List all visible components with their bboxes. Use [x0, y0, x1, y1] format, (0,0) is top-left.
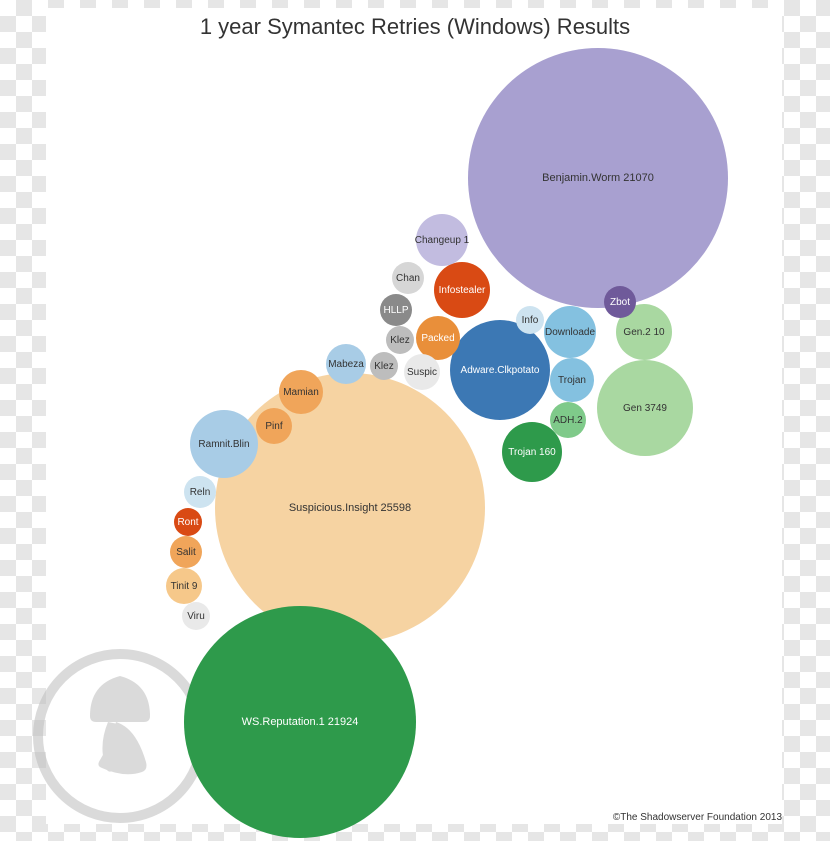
bubble-label: Downloade [545, 327, 595, 338]
bubble-label: Viru [187, 611, 205, 622]
bubble-ramnit-blin: Ramnit.Blin [190, 410, 258, 478]
bubble-zbot: Zbot [604, 286, 636, 318]
bubble-gen-3749: Gen 3749 [597, 360, 693, 456]
bubble-adware-clkpotato: Adware.Clkpotato [450, 320, 550, 420]
bubble-infostealer: Infostealer [434, 262, 490, 318]
bubble-mabeza: Mabeza [326, 344, 366, 384]
bubble-viru: Viru [182, 602, 210, 630]
chart-canvas: 1 year Symantec Retries (Windows) Result… [0, 0, 830, 841]
bubble-mamian: Mamian [279, 370, 323, 414]
bubble-changeup-1: Changeup 1 [416, 214, 468, 266]
watermark-logo [30, 646, 210, 826]
bubble-label: Gen 3749 [623, 403, 667, 414]
bubble-label: Packed [421, 333, 454, 344]
bubble-label: Zbot [610, 297, 630, 308]
bubble-label: Klez [374, 361, 393, 372]
bubble-label: Trojan 160 [508, 447, 555, 458]
bubble-label: Mamian [283, 387, 319, 398]
bubble-label: Suspic [407, 367, 437, 378]
bubble-label: Reln [190, 487, 211, 498]
bubble-label: Trojan [558, 375, 586, 386]
bubble-label: Ront [177, 517, 198, 528]
bubble-suspic: Suspic [404, 354, 440, 390]
bubble-chan: Chan [392, 262, 424, 294]
bubble-label: Tinit 9 [171, 581, 198, 592]
bubble-ront: Ront [174, 508, 202, 536]
bubble-label: Mabeza [328, 359, 364, 370]
bubble-label: Gen.2 10 [623, 327, 664, 338]
bubble-label: WS.Reputation.1 21924 [242, 716, 359, 728]
bubble-salit: Salit [170, 536, 202, 568]
bubble-klez: Klez [386, 326, 414, 354]
bubble-label: Benjamin.Worm 21070 [542, 172, 654, 184]
bubble-label: Klez [390, 335, 409, 346]
bubble-label: Chan [396, 273, 420, 284]
bubble-pinf: Pinf [256, 408, 292, 444]
bubble-suspicious-insight-25598: Suspicious.Insight 25598 [215, 373, 485, 643]
bubble-ws-reputation-1-21924: WS.Reputation.1 21924 [184, 606, 416, 838]
bubble-label: Pinf [265, 421, 282, 432]
bubble-label: Info [522, 315, 539, 326]
bubble-benjamin-worm-21070: Benjamin.Worm 21070 [468, 48, 728, 308]
bubble-downloade: Downloade [544, 306, 596, 358]
bubble-label: Ramnit.Blin [198, 439, 249, 450]
bubble-label: Adware.Clkpotato [461, 365, 540, 376]
bubble-label: Infostealer [439, 285, 486, 296]
bubble-klez: Klez [370, 352, 398, 380]
bubble-label: ADH.2 [553, 415, 582, 426]
bubble-label: Changeup 1 [415, 235, 470, 246]
bubble-info: Info [516, 306, 544, 334]
bubble-trojan: Trojan [550, 358, 594, 402]
bubble-hllp: HLLP [380, 294, 412, 326]
bubble-trojan-160: Trojan 160 [502, 422, 562, 482]
bubble-reln: Reln [184, 476, 216, 508]
bubble-label: Suspicious.Insight 25598 [289, 502, 411, 514]
bubble-label: HLLP [383, 305, 408, 316]
bubble-label: Salit [176, 547, 195, 558]
bubble-tinit-9: Tinit 9 [166, 568, 202, 604]
chart-title: 1 year Symantec Retries (Windows) Result… [0, 14, 830, 40]
credit-text: ©The Shadowserver Foundation 2013 [613, 812, 782, 823]
